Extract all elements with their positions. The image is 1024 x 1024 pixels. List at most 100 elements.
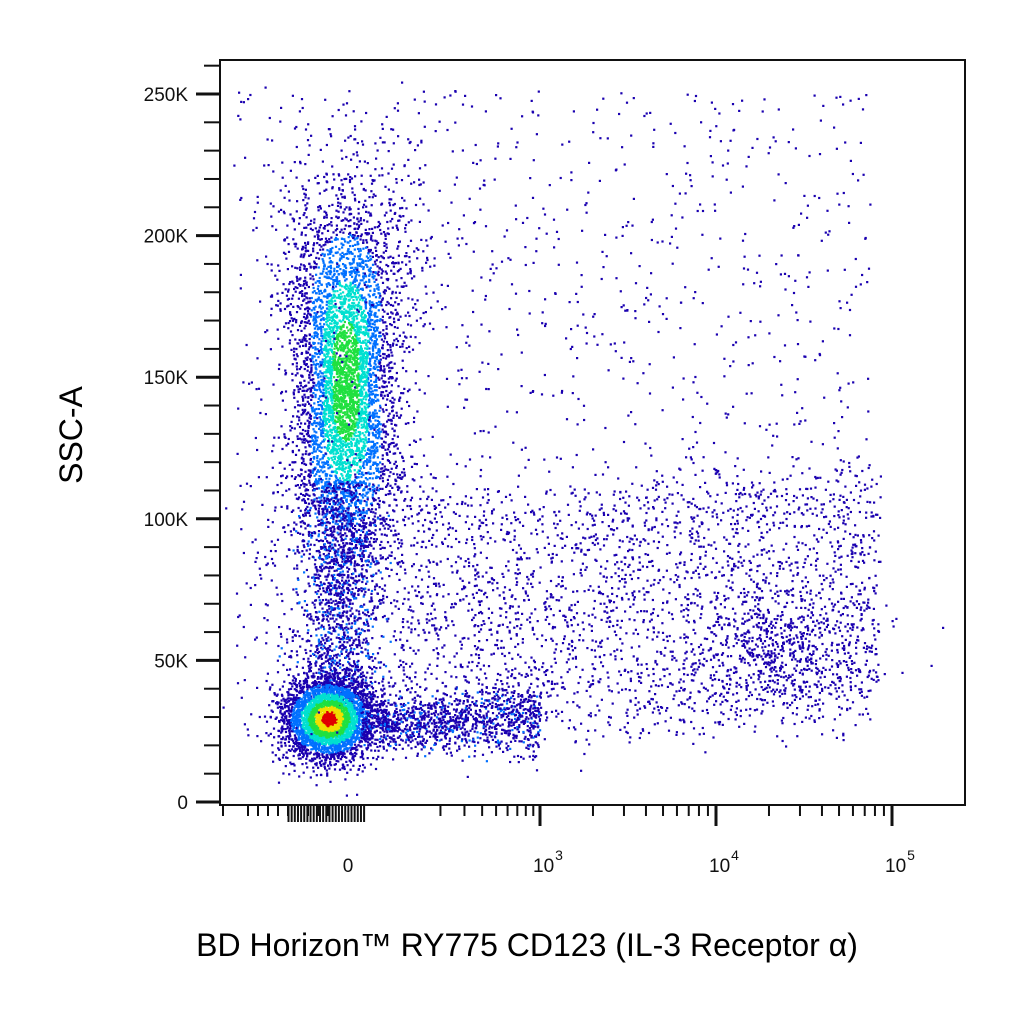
event-dot xyxy=(329,598,333,601)
event-dot xyxy=(360,414,363,417)
event-dot xyxy=(375,412,378,415)
event-dot xyxy=(402,285,405,288)
event-dot xyxy=(322,375,325,378)
event-dot xyxy=(397,303,400,306)
event-dot xyxy=(368,274,371,277)
event-dot xyxy=(357,283,361,286)
event-dot xyxy=(372,450,375,453)
event-dot xyxy=(339,467,342,470)
event-dot xyxy=(352,216,355,219)
event-dot xyxy=(331,351,334,354)
event-dot xyxy=(350,420,353,423)
event-dot xyxy=(404,422,407,425)
event-dot xyxy=(358,351,361,354)
event-dot xyxy=(351,191,354,194)
event-dot xyxy=(363,416,366,420)
event-dot xyxy=(341,445,344,448)
event-dot xyxy=(403,350,406,353)
event-dot xyxy=(383,353,386,356)
event-dot xyxy=(344,253,347,256)
event-dot xyxy=(396,228,399,231)
event-dot xyxy=(353,255,356,258)
event-dot xyxy=(415,319,418,322)
event-dot xyxy=(338,406,341,409)
event-dot xyxy=(343,429,346,432)
event-dot xyxy=(236,682,240,685)
event-dot xyxy=(365,463,368,466)
event-dot xyxy=(380,276,383,279)
event-dot xyxy=(316,174,319,177)
event-dot xyxy=(333,536,336,539)
event-dot xyxy=(355,356,358,360)
event-dot xyxy=(376,502,379,505)
event-dot xyxy=(245,582,248,585)
event-dot xyxy=(304,408,307,411)
event-dot xyxy=(304,344,307,348)
event-dot xyxy=(309,378,312,382)
event-dot xyxy=(360,174,363,177)
event-dot xyxy=(375,243,379,246)
event-dot xyxy=(374,346,377,349)
event-dot xyxy=(277,264,280,267)
event-dot xyxy=(365,413,368,416)
event-dot xyxy=(309,474,312,477)
event-dot xyxy=(387,265,390,268)
event-dot xyxy=(382,440,386,443)
event-dot xyxy=(393,398,396,401)
event-dot xyxy=(340,416,343,419)
event-dot xyxy=(343,413,346,416)
event-dot xyxy=(360,560,363,563)
event-dot xyxy=(328,371,332,374)
event-dot xyxy=(374,342,377,345)
event-dot xyxy=(332,386,335,389)
event-dot xyxy=(371,275,374,279)
event-dot xyxy=(271,466,274,469)
event-dot xyxy=(369,270,372,273)
event-dot xyxy=(323,353,326,356)
event-dot xyxy=(307,434,310,437)
event-dot xyxy=(351,320,354,323)
event-dot xyxy=(358,262,361,265)
event-dot xyxy=(307,300,310,303)
event-dot xyxy=(372,356,375,359)
event-dot xyxy=(316,455,319,458)
event-dot xyxy=(384,448,387,451)
event-dot xyxy=(284,390,288,393)
event-dot xyxy=(335,282,339,285)
event-dot xyxy=(374,271,377,274)
event-dot xyxy=(314,227,317,230)
event-dot xyxy=(294,493,297,496)
event-dot xyxy=(369,212,372,215)
event-dot xyxy=(383,374,386,377)
event-dot xyxy=(289,311,292,314)
event-dot xyxy=(344,466,347,469)
event-dot xyxy=(309,277,312,280)
event-dot xyxy=(330,601,333,604)
event-dot xyxy=(308,374,311,377)
event-dot xyxy=(381,616,385,619)
event-dot xyxy=(324,344,327,347)
event-dot xyxy=(440,283,443,286)
event-dot xyxy=(331,369,334,372)
event-dot xyxy=(355,363,358,366)
event-dot xyxy=(376,449,379,452)
event-dot xyxy=(356,463,359,467)
event-dot xyxy=(401,476,404,479)
event-dot xyxy=(389,255,392,258)
event-dot xyxy=(379,554,382,557)
event-dot xyxy=(320,347,323,351)
event-dot xyxy=(290,510,293,513)
event-dot xyxy=(389,348,392,352)
event-dot xyxy=(331,436,334,440)
event-dot xyxy=(368,393,371,396)
event-dot xyxy=(368,472,371,475)
event-dot xyxy=(335,440,338,443)
event-dot xyxy=(391,366,394,369)
event-dot xyxy=(341,196,344,199)
event-dot xyxy=(381,463,384,466)
event-dot xyxy=(311,409,314,412)
event-dot xyxy=(359,456,362,459)
event-dot xyxy=(307,197,310,200)
event-dot xyxy=(296,279,299,282)
event-dot xyxy=(384,185,387,188)
